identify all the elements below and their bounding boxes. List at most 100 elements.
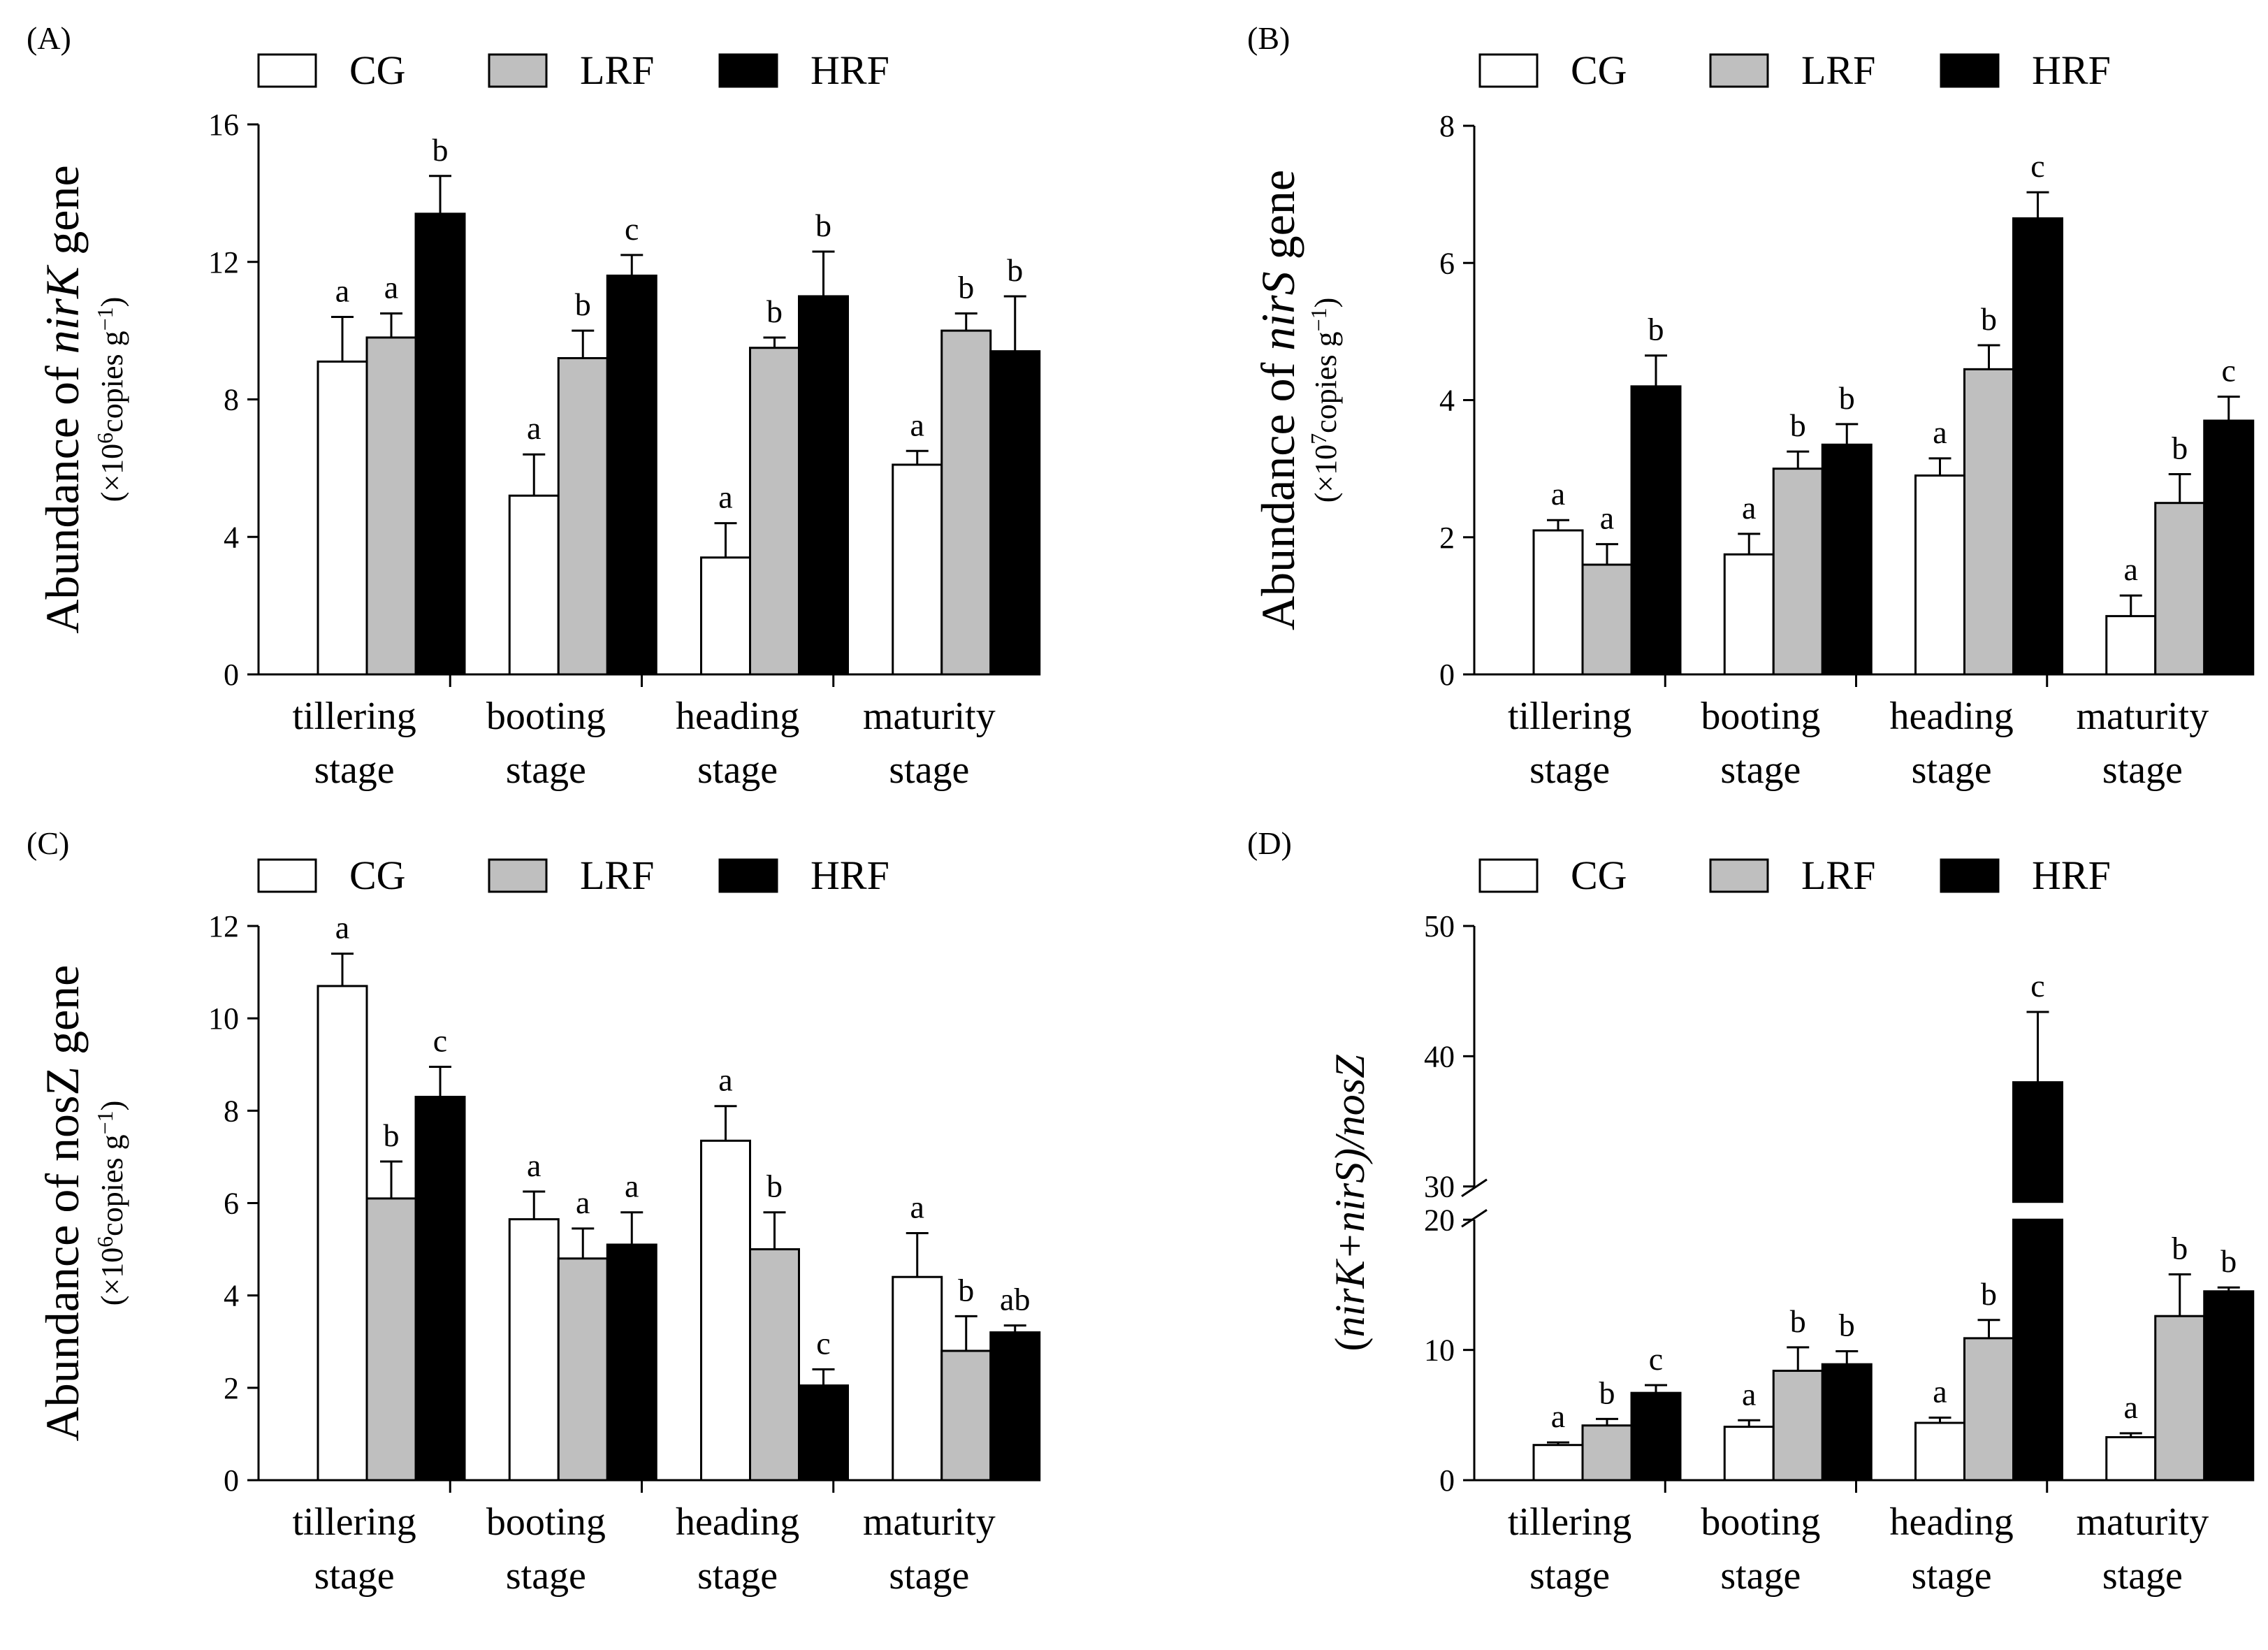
x-tick-label: stage [697, 1554, 778, 1598]
bar-lrf [1581, 1424, 1633, 1482]
significance-letter: b [2172, 430, 2188, 465]
x-tick-label: booting [1701, 695, 1820, 738]
significance-letter: b [2220, 1243, 2237, 1279]
x-tick-label: stage [889, 1554, 969, 1598]
bar-group: a [700, 479, 751, 676]
bar-group: b [1772, 1303, 1824, 1482]
legend-swatch-cg [257, 858, 317, 893]
significance-letter: ab [1000, 1282, 1030, 1317]
legend-swatch-hrf [1940, 53, 2000, 88]
legend-label-hrf: HRF [810, 853, 889, 898]
y-tick-label: 30 [1424, 1170, 1455, 1204]
bar-lrf [365, 1197, 417, 1482]
bar-hrf [989, 1331, 1041, 1482]
bar-lrf [1581, 563, 1633, 676]
bar-hrf [414, 1096, 466, 1482]
bar-lrf [557, 356, 609, 676]
bar-group: b [1963, 301, 2014, 676]
x-tick-label: stage [506, 1554, 586, 1598]
x-tick-label: heading [676, 695, 799, 738]
y-axis-label: (nirK+nirS)/nosZ [1327, 1055, 1373, 1352]
bar-group: b [749, 1168, 800, 1482]
significance-letter: a [1933, 1374, 1947, 1410]
y-tick-label: 6 [1439, 246, 1455, 280]
significance-letter: a [527, 410, 541, 446]
significance-letter: a [910, 1189, 924, 1224]
bar-cg [508, 1218, 560, 1482]
significance-letter: b [1599, 1375, 1615, 1410]
y-tick-label: 0 [224, 1463, 239, 1498]
bar-group: b [1630, 312, 1682, 676]
significance-letter: a [718, 1062, 732, 1098]
bar-group: a [1914, 414, 1965, 676]
y-tick-label: 0 [1439, 1463, 1455, 1498]
bar-group: c [2012, 968, 2063, 1482]
bar-lrf [365, 336, 417, 676]
panel-b: (B)CG LRF HRF02468tilleringstageaabbooting… [1247, 20, 2255, 792]
bar-lrf [1963, 368, 2014, 676]
legend-label-cg: CG [349, 48, 406, 93]
significance-letter: b [1839, 1308, 1855, 1343]
x-tick-label: stage [2102, 1554, 2183, 1598]
bar-group: b [2203, 1243, 2255, 1482]
legend-label-cg: CG [349, 853, 406, 898]
x-tick-label: stage [1529, 1554, 1610, 1598]
x-tick-label: stage [314, 1554, 395, 1598]
bar-group: c [2012, 148, 2063, 676]
bar-group: a [1914, 1374, 1965, 1482]
panel-c: (C)CG LRF HRF024681012tilleringstageabcboo… [27, 825, 1041, 1598]
y-axis-label: Abundance of nosZ gene [36, 965, 89, 1442]
bar-cg [508, 494, 560, 676]
bar-group: a [317, 910, 368, 1482]
legend-swatch-hrf [718, 858, 778, 893]
axis-break-mark [1461, 1209, 1488, 1228]
bar-group: a [1532, 1398, 1584, 1482]
significance-letter: c [2222, 353, 2236, 389]
significance-letter: b [2172, 1231, 2188, 1266]
legend-swatch-hrf [718, 53, 778, 88]
y-tick-label: 10 [1424, 1333, 1455, 1368]
legend: CG LRF HRF [1478, 853, 2111, 898]
bar-hrf [606, 1243, 657, 1482]
bar-lrf [2154, 1315, 2206, 1482]
x-tick-label: stage [506, 748, 586, 792]
significance-letter: b [1648, 312, 1664, 347]
significance-letter: a [384, 270, 398, 305]
significance-letter: b [1981, 301, 1997, 337]
bar-group: a [892, 1189, 943, 1482]
bar-lrf [557, 1257, 609, 1482]
bar-group: a [2105, 551, 2157, 676]
significance-letter: a [1600, 500, 1614, 536]
y-axis-label: Abundance of nirK gene [36, 165, 89, 633]
x-tick-label: heading [1889, 1500, 2013, 1544]
bar-cg [317, 360, 368, 676]
bar-cg [700, 556, 751, 676]
x-tick-label: booting [486, 1500, 606, 1544]
bar-group: b [749, 294, 800, 676]
bar-group: a [1581, 500, 1633, 676]
legend: CG LRF HRF [1478, 48, 2111, 93]
bar-group: a [606, 1168, 657, 1482]
y-tick-label: 8 [224, 1094, 239, 1128]
x-tick-label: tillering [292, 1500, 416, 1544]
bar-group: b [365, 1117, 417, 1482]
bar-cg [1723, 553, 1775, 676]
bar-group: a [2105, 1389, 2157, 1482]
bar-group: a [1532, 476, 1584, 676]
x-tick-label: stage [1912, 1554, 1992, 1598]
y-tick-label: 12 [208, 909, 239, 943]
significance-letter: a [2124, 1389, 2138, 1425]
x-tick-label: maturity [2077, 1500, 2209, 1544]
bar-lrf [940, 329, 992, 676]
x-tick-label: stage [697, 748, 778, 792]
significance-letter: b [1839, 380, 1855, 416]
legend-swatch-lrf [1709, 858, 1769, 893]
bar-group: a [557, 1185, 609, 1482]
y-tick-label: 4 [1439, 384, 1455, 418]
bar-hrf-upper [2012, 1081, 2063, 1203]
significance-letter: a [335, 273, 349, 308]
x-tick-label: heading [676, 1500, 799, 1544]
significance-letter: b [1981, 1276, 1997, 1312]
bar-group: b [798, 208, 849, 676]
y-tick-label: 8 [224, 383, 239, 417]
